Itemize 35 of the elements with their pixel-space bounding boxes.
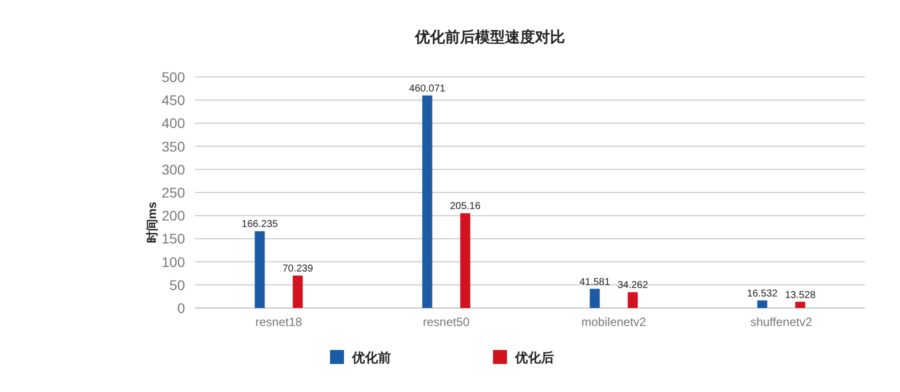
bar (795, 302, 806, 308)
y-tick-label: 400 (162, 115, 186, 132)
bar (757, 300, 768, 308)
bar (590, 288, 600, 308)
y-tick-label: 150 (162, 230, 186, 247)
data-label: 41.581 (579, 276, 610, 288)
y-tick-label: 250 (162, 184, 186, 200)
legend-label: 优化前 (351, 350, 391, 365)
data-label: 205.16 (450, 201, 481, 212)
y-tick-label: 0 (177, 300, 186, 316)
data-label: 460.071 (409, 83, 446, 94)
bar (628, 292, 638, 308)
x-tick-label: resnet50 (422, 315, 470, 329)
data-label: 70.239 (282, 264, 314, 275)
chart-title: 优化前后模型速度对比 (414, 28, 565, 46)
y-tick-label: 200 (162, 208, 186, 224)
x-tick-label: mobilenetv2 (581, 315, 646, 329)
data-label: 13.528 (784, 290, 816, 301)
legend-label: 优化后 (514, 350, 554, 365)
x-tick-label: resnet18 (255, 315, 302, 329)
y-axis-title: 时间ms (145, 202, 159, 244)
bar (422, 95, 432, 308)
y-tick-label: 50 (169, 276, 186, 293)
data-label: 34.262 (617, 280, 648, 292)
y-tick-label: 450 (162, 92, 186, 108)
x-tick-label: shuffenetv2 (750, 315, 812, 329)
bar (292, 276, 303, 308)
bar (254, 231, 265, 308)
y-tick-label: 350 (162, 138, 186, 154)
data-label: 166.235 (242, 219, 278, 230)
bar (460, 213, 470, 308)
y-tick-label: 500 (162, 69, 186, 85)
y-tick-label: 300 (162, 161, 186, 178)
data-label: 16.532 (746, 288, 778, 300)
y-tick-label: 100 (162, 254, 186, 270)
